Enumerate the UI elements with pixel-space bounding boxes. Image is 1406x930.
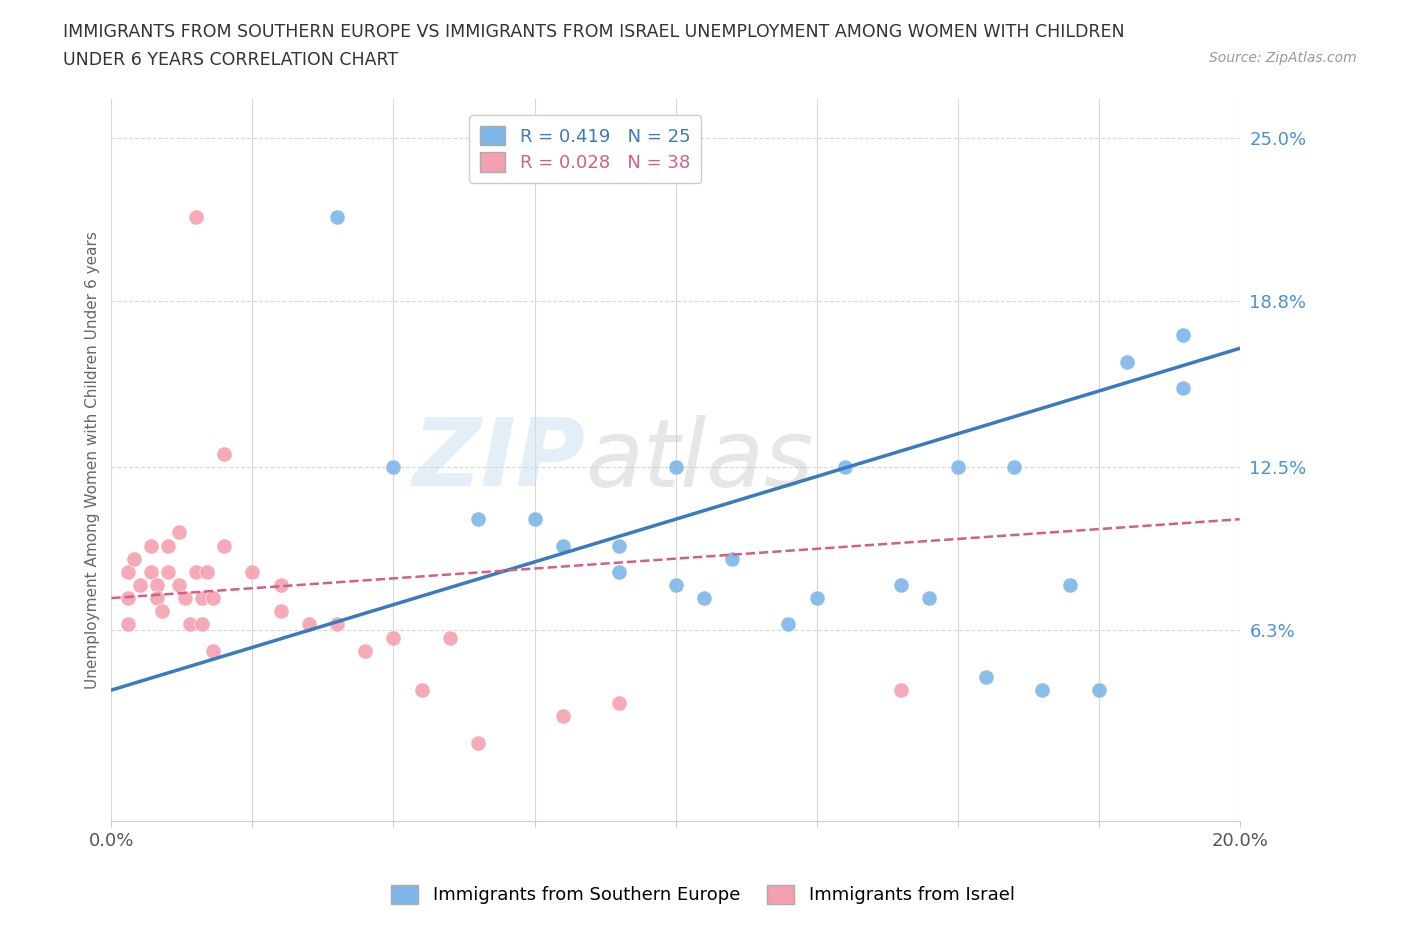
Point bbox=[1173, 380, 1195, 395]
Point bbox=[890, 683, 912, 698]
Point bbox=[693, 591, 716, 605]
Point bbox=[201, 591, 224, 605]
Point bbox=[1059, 578, 1081, 592]
Point bbox=[167, 525, 190, 539]
Text: ZIP: ZIP bbox=[412, 414, 585, 506]
Point bbox=[184, 209, 207, 224]
Point bbox=[1173, 327, 1195, 342]
Point bbox=[270, 604, 292, 618]
Point bbox=[382, 459, 405, 474]
Point bbox=[184, 565, 207, 579]
Point bbox=[201, 644, 224, 658]
Text: UNDER 6 YEARS CORRELATION CHART: UNDER 6 YEARS CORRELATION CHART bbox=[63, 51, 398, 69]
Point bbox=[128, 578, 150, 592]
Point bbox=[179, 617, 201, 631]
Point bbox=[1031, 683, 1053, 698]
Point bbox=[890, 578, 912, 592]
Point bbox=[117, 617, 139, 631]
Text: IMMIGRANTS FROM SOUTHERN EUROPE VS IMMIGRANTS FROM ISRAEL UNEMPLOYMENT AMONG WOM: IMMIGRANTS FROM SOUTHERN EUROPE VS IMMIG… bbox=[63, 23, 1125, 41]
Point bbox=[145, 591, 167, 605]
Point bbox=[607, 565, 630, 579]
Point bbox=[1087, 683, 1109, 698]
Point bbox=[607, 696, 630, 711]
Point bbox=[778, 617, 800, 631]
Point bbox=[139, 538, 162, 553]
Y-axis label: Unemployment Among Women with Children Under 6 years: Unemployment Among Women with Children U… bbox=[86, 232, 100, 689]
Point bbox=[834, 459, 856, 474]
Point bbox=[242, 565, 264, 579]
Point bbox=[156, 538, 179, 553]
Point bbox=[195, 565, 218, 579]
Point bbox=[411, 683, 433, 698]
Point bbox=[721, 551, 744, 566]
Point bbox=[1115, 354, 1137, 369]
Point bbox=[664, 578, 686, 592]
Point bbox=[167, 578, 190, 592]
Point bbox=[1002, 459, 1025, 474]
Point bbox=[326, 617, 349, 631]
Point bbox=[117, 591, 139, 605]
Point bbox=[139, 565, 162, 579]
Text: Source: ZipAtlas.com: Source: ZipAtlas.com bbox=[1209, 51, 1357, 65]
Point bbox=[190, 617, 212, 631]
Point bbox=[190, 591, 212, 605]
Point bbox=[150, 604, 173, 618]
Point bbox=[156, 565, 179, 579]
Point bbox=[212, 538, 235, 553]
Point bbox=[122, 551, 145, 566]
Point bbox=[467, 736, 489, 751]
Point bbox=[173, 591, 195, 605]
Point bbox=[918, 591, 941, 605]
Point bbox=[551, 709, 574, 724]
Point bbox=[607, 538, 630, 553]
Point bbox=[664, 459, 686, 474]
Point bbox=[523, 512, 546, 526]
Point bbox=[946, 459, 969, 474]
Legend: R = 0.419   N = 25, R = 0.028   N = 38: R = 0.419 N = 25, R = 0.028 N = 38 bbox=[470, 115, 702, 182]
Point bbox=[326, 209, 349, 224]
Point bbox=[551, 538, 574, 553]
Legend: Immigrants from Southern Europe, Immigrants from Israel: Immigrants from Southern Europe, Immigra… bbox=[384, 878, 1022, 911]
Point bbox=[354, 644, 377, 658]
Point bbox=[117, 565, 139, 579]
Text: atlas: atlas bbox=[585, 415, 814, 506]
Point bbox=[806, 591, 828, 605]
Point bbox=[145, 578, 167, 592]
Point bbox=[467, 512, 489, 526]
Point bbox=[270, 578, 292, 592]
Point bbox=[298, 617, 321, 631]
Point bbox=[212, 446, 235, 461]
Point bbox=[382, 630, 405, 644]
Point bbox=[974, 670, 997, 684]
Point bbox=[439, 630, 461, 644]
